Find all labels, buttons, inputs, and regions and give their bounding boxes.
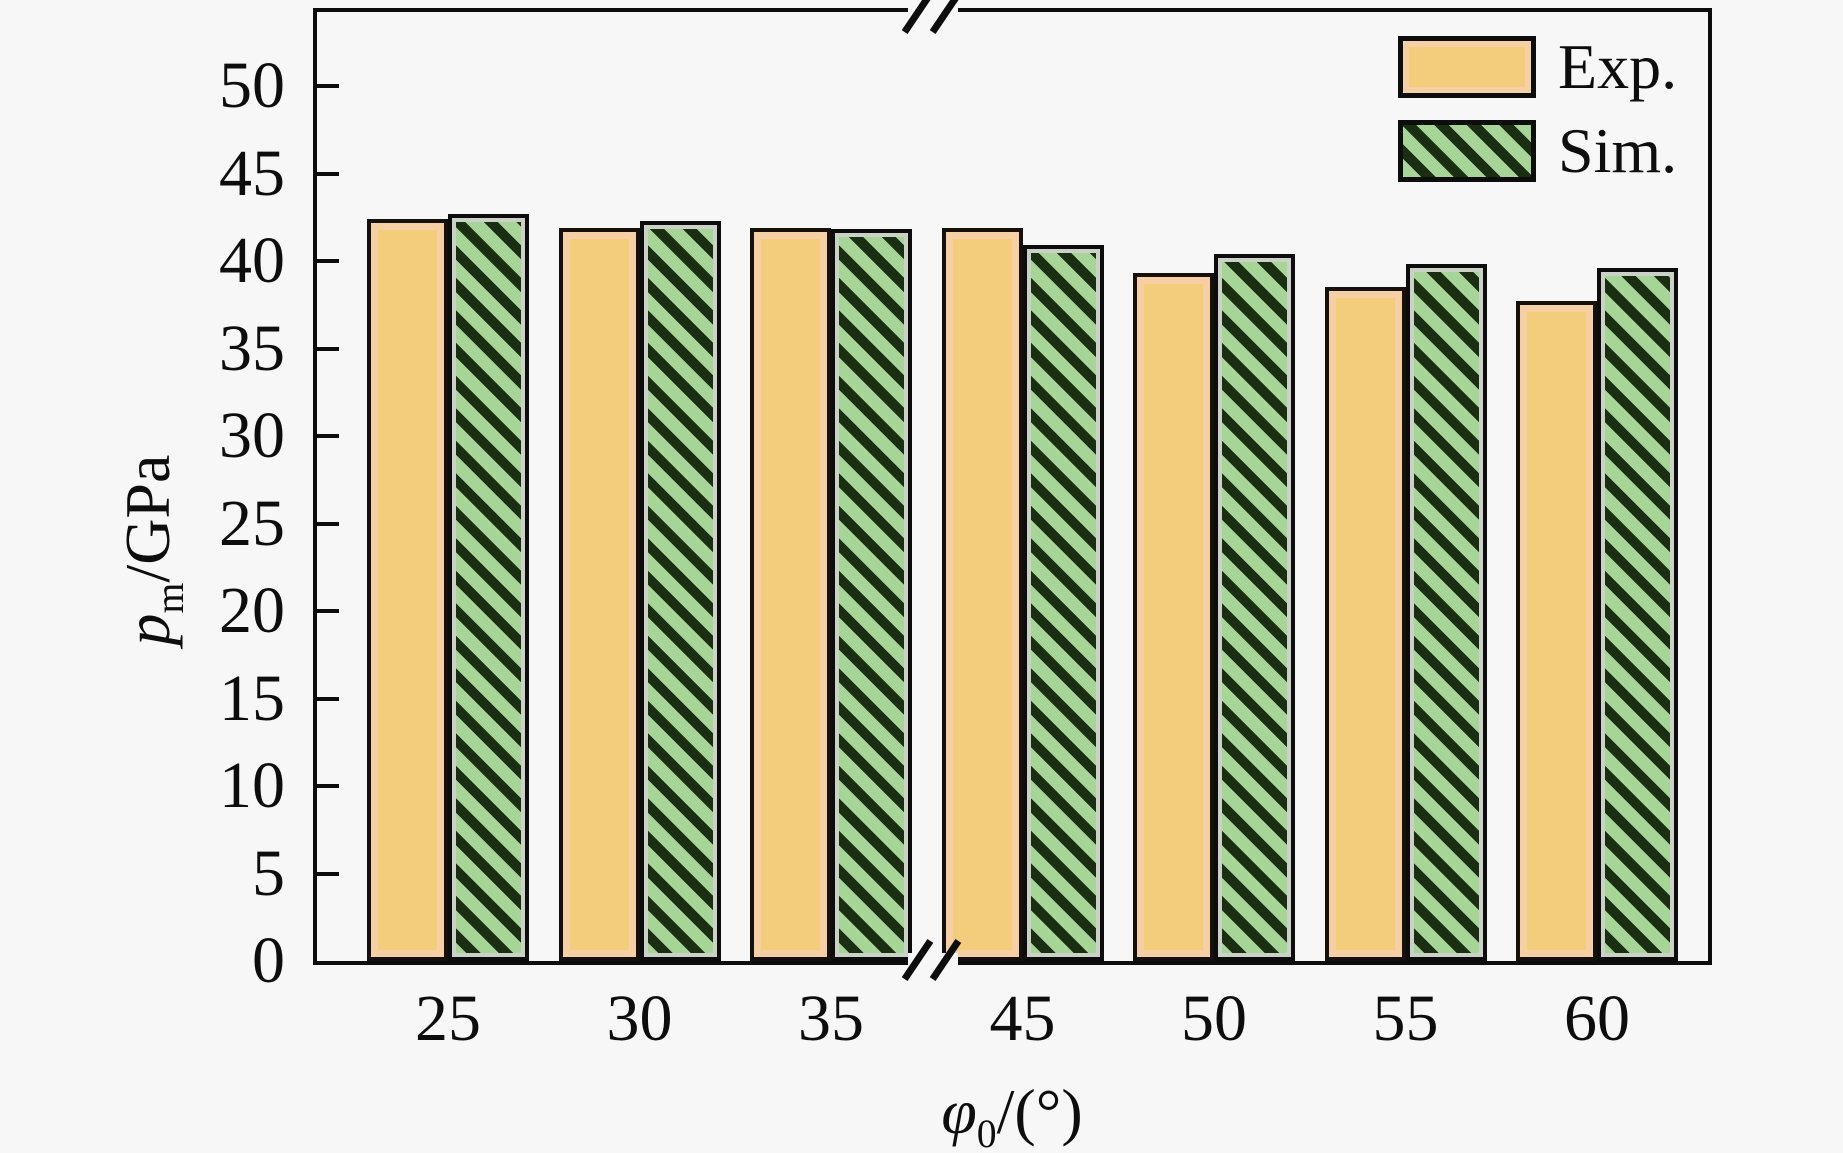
bar-sim-25 xyxy=(448,214,529,961)
x-tick-label-25: 25 xyxy=(415,982,481,1055)
x-axis-title-symbol: φ xyxy=(941,1076,977,1147)
bar-exp-55 xyxy=(1324,287,1406,961)
x-axis-title-unit: /(°) xyxy=(996,1076,1083,1147)
x-axis-title: φ0/(°) xyxy=(812,1072,1212,1153)
y-axis-title: pm/GPa xyxy=(108,300,192,800)
plot-area: Exp. Sim. xyxy=(313,0,1712,982)
x-tick-label-35: 35 xyxy=(798,982,864,1055)
legend: Exp. Sim. xyxy=(1398,31,1678,204)
bar-exp-50 xyxy=(1133,273,1214,961)
y-tick-30 xyxy=(317,434,339,438)
x-axis-title-subscript: 0 xyxy=(976,1111,997,1153)
x-tick-label-30: 30 xyxy=(606,982,673,1055)
y-tick-45 xyxy=(317,171,339,176)
bar-sim-55 xyxy=(1405,264,1487,961)
y-tick-label-40: 40 xyxy=(219,224,285,297)
x-tick-label-60: 60 xyxy=(1564,982,1630,1055)
y-tick-label-30: 30 xyxy=(219,399,285,472)
x-tick-label-50: 50 xyxy=(1181,982,1247,1055)
bar-exp-35 xyxy=(750,228,831,961)
x-tick-label-55: 55 xyxy=(1372,982,1439,1055)
bar-exp-45 xyxy=(941,228,1023,961)
y-tick-5 xyxy=(317,871,339,876)
bar-exp-30 xyxy=(558,228,640,961)
legend-label-sim: Sim. xyxy=(1558,115,1678,186)
legend-swatch-exp xyxy=(1398,36,1536,98)
legend-swatch-sim xyxy=(1398,120,1536,182)
y-tick-label-45: 45 xyxy=(219,136,285,210)
y-tick-25 xyxy=(317,521,339,526)
y-tick-15 xyxy=(317,696,339,701)
y-axis-title-subscript: m xyxy=(147,582,192,614)
y-tick-label-20: 20 xyxy=(219,574,285,647)
legend-item-exp: Exp. xyxy=(1398,31,1678,102)
y-tick-35 xyxy=(317,346,339,351)
y-tick-50 xyxy=(317,84,339,88)
y-axis-title-symbol: p xyxy=(112,613,183,646)
y-tick-label-35: 35 xyxy=(219,311,285,385)
y-tick-40 xyxy=(317,259,339,263)
y-tick-label-25: 25 xyxy=(219,486,285,560)
y-tick-label-15: 15 xyxy=(219,661,285,735)
y-tick-20 xyxy=(317,609,339,613)
bar-sim-60 xyxy=(1597,268,1678,961)
bar-exp-25 xyxy=(367,219,448,961)
y-tick-10 xyxy=(317,784,339,788)
y-axis-title-unit: /GPa xyxy=(112,454,183,583)
x-tick-label-45: 45 xyxy=(989,982,1056,1055)
bar-sim-30 xyxy=(639,221,721,961)
bar-exp-60 xyxy=(1516,301,1597,961)
legend-label-exp: Exp. xyxy=(1558,31,1678,102)
legend-item-sim: Sim. xyxy=(1398,115,1678,186)
bar-sim-35 xyxy=(831,229,912,961)
y-tick-label-50: 50 xyxy=(219,49,285,122)
y-tick-label-0: 0 xyxy=(252,924,285,997)
y-tick-label-5: 5 xyxy=(252,836,285,910)
y-tick-label-10: 10 xyxy=(219,749,285,822)
bar-sim-50 xyxy=(1214,254,1295,961)
bar-sim-45 xyxy=(1022,245,1104,961)
